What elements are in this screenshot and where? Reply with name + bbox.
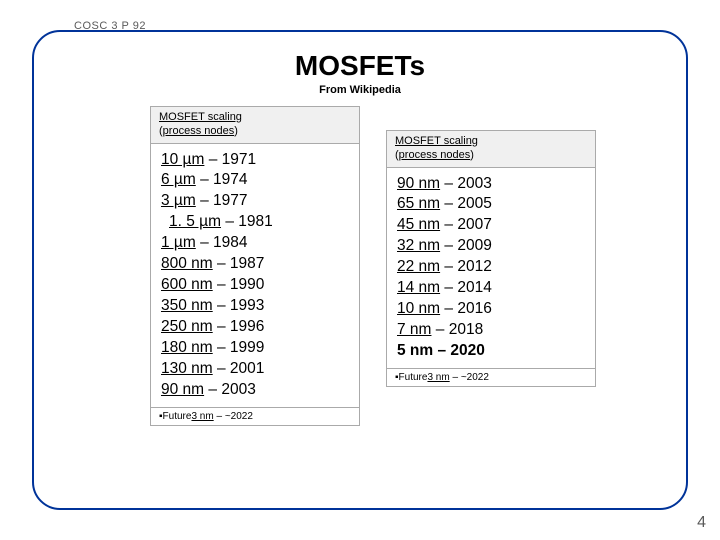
process-node-link[interactable]: 90 nm — [397, 175, 440, 192]
process-node-link[interactable]: 32 nm — [397, 237, 440, 254]
table-body-right: 90 nm – 200365 nm – 200545 nm – 200732 n… — [387, 168, 595, 368]
list-item: 90 nm – 2003 — [397, 174, 585, 195]
process-node-link[interactable]: 7 nm — [397, 321, 431, 338]
scaling-table-left: MOSFET scaling (process nodes) 10 µm – 1… — [150, 106, 360, 426]
process-node-link[interactable]: 22 nm — [397, 258, 440, 275]
table-header: MOSFET scaling (process nodes) — [151, 107, 359, 144]
process-node-link[interactable]: 10 µm — [161, 151, 204, 168]
page-title: MOSFETs — [0, 50, 720, 82]
process-node-link[interactable]: 6 µm — [161, 171, 196, 188]
process-node-link[interactable]: 10 nm — [397, 300, 440, 317]
list-item: 5 nm – 2020 — [397, 341, 585, 362]
list-item: 800 nm – 1987 — [161, 254, 349, 275]
list-item: 22 nm – 2012 — [397, 257, 585, 278]
process-node-link[interactable]: 130 nm — [161, 360, 213, 377]
process-node-link[interactable]: 350 nm — [161, 297, 213, 314]
process-node-link[interactable]: 800 nm — [161, 255, 213, 272]
list-item: 90 nm – 2003 — [161, 380, 349, 401]
page-number: 4 — [697, 514, 706, 532]
process-node: 5 nm — [397, 342, 433, 359]
list-item: 130 nm – 2001 — [161, 359, 349, 380]
list-item: 180 nm – 1999 — [161, 338, 349, 359]
future-node-link[interactable]: 3 nm — [427, 372, 449, 383]
list-item: 600 nm – 1990 — [161, 275, 349, 296]
list-item: 14 nm – 2014 — [397, 278, 585, 299]
header-link-scaling[interactable]: MOSFET scaling — [395, 135, 478, 147]
table-footer-right: ▪Future3 nm – ~2022 — [387, 368, 595, 386]
header-link-nodes[interactable]: process nodes — [399, 149, 471, 161]
process-node-link[interactable]: 1. 5 µm — [169, 213, 221, 230]
process-node-link[interactable]: 45 nm — [397, 216, 440, 233]
list-item: 6 µm – 1974 — [161, 170, 349, 191]
list-item: 10 µm – 1971 — [161, 150, 349, 171]
process-node-link[interactable]: 3 µm — [161, 192, 196, 209]
process-node-link[interactable]: 14 nm — [397, 279, 440, 296]
process-node-link[interactable]: 180 nm — [161, 339, 213, 356]
page-subtitle: From Wikipedia — [0, 84, 720, 96]
scaling-table-right: MOSFET scaling (process nodes) 90 nm – 2… — [386, 130, 596, 387]
process-node-link[interactable]: 90 nm — [161, 381, 204, 398]
process-node-link[interactable]: 65 nm — [397, 195, 440, 212]
list-item: 350 nm – 1993 — [161, 296, 349, 317]
process-node-link[interactable]: 250 nm — [161, 318, 213, 335]
table-body-left: 10 µm – 19716 µm – 19743 µm – 19771. 5 µ… — [151, 144, 359, 407]
list-item: 32 nm – 2009 — [397, 236, 585, 257]
header-link-nodes[interactable]: process nodes — [163, 125, 235, 137]
header-link-scaling[interactable]: MOSFET scaling — [159, 111, 242, 123]
list-item: 3 µm – 1977 — [161, 191, 349, 212]
table-footer-left: ▪Future3 nm – ~2022 — [151, 407, 359, 425]
list-item: 7 nm – 2018 — [397, 320, 585, 341]
process-node-link[interactable]: 1 µm — [161, 234, 196, 251]
list-item: 250 nm – 1996 — [161, 317, 349, 338]
process-node-link[interactable]: 600 nm — [161, 276, 213, 293]
list-item: 1. 5 µm – 1981 — [161, 212, 349, 233]
table-header: MOSFET scaling (process nodes) — [387, 131, 595, 168]
list-item: 1 µm – 1984 — [161, 233, 349, 254]
future-node-link[interactable]: 3 nm — [191, 411, 213, 422]
list-item: 65 nm – 2005 — [397, 194, 585, 215]
list-item: 45 nm – 2007 — [397, 215, 585, 236]
list-item: 10 nm – 2016 — [397, 299, 585, 320]
